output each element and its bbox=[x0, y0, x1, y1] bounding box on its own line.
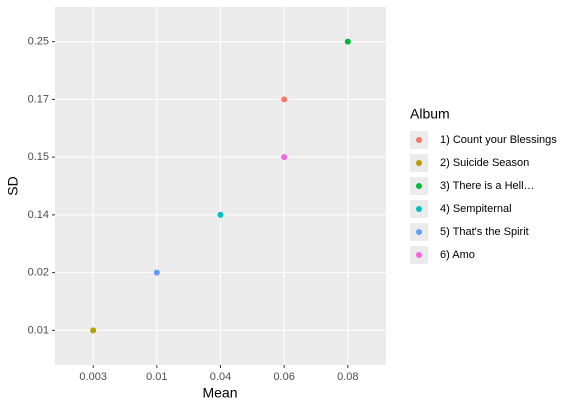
legend-label: 5) That's the Spirit bbox=[440, 226, 529, 238]
y-tick-label: 0.17 bbox=[28, 93, 49, 105]
y-tick-label: 0.14 bbox=[28, 209, 49, 221]
legend-swatch bbox=[416, 160, 422, 166]
y-axis-title: SD bbox=[5, 176, 21, 195]
point bbox=[344, 38, 351, 45]
legend-title: Album bbox=[410, 106, 450, 122]
x-tick-label: 0.08 bbox=[337, 371, 358, 383]
legend-swatch bbox=[416, 206, 422, 212]
legend-swatch bbox=[416, 229, 422, 235]
x-tick-label: 0.04 bbox=[210, 371, 231, 383]
y-tick-label: 0.25 bbox=[28, 36, 49, 48]
legend-swatch bbox=[416, 137, 422, 143]
legend-label: 1) Count your Blessings bbox=[440, 134, 557, 146]
legend-swatch bbox=[416, 252, 422, 258]
x-axis-title: Mean bbox=[202, 385, 237, 401]
x-tick-label: 0.06 bbox=[273, 371, 294, 383]
legend-label: 3) There is a Hell… bbox=[440, 180, 535, 192]
x-tick-label: 0.01 bbox=[146, 371, 167, 383]
point bbox=[281, 154, 288, 161]
legend-label: 4) Sempiternal bbox=[440, 203, 512, 215]
legend-label: 2) Suicide Season bbox=[440, 157, 529, 169]
legend-swatch bbox=[416, 183, 422, 189]
y-tick-label: 0.01 bbox=[28, 324, 49, 336]
point bbox=[281, 96, 288, 103]
y-tick-label: 0.02 bbox=[28, 267, 49, 279]
x-tick-label: 0.003 bbox=[79, 371, 107, 383]
point bbox=[153, 269, 160, 276]
legend-label: 6) Amo bbox=[440, 249, 475, 261]
point bbox=[90, 327, 97, 334]
y-tick-label: 0.15 bbox=[28, 151, 49, 163]
point bbox=[217, 211, 224, 218]
